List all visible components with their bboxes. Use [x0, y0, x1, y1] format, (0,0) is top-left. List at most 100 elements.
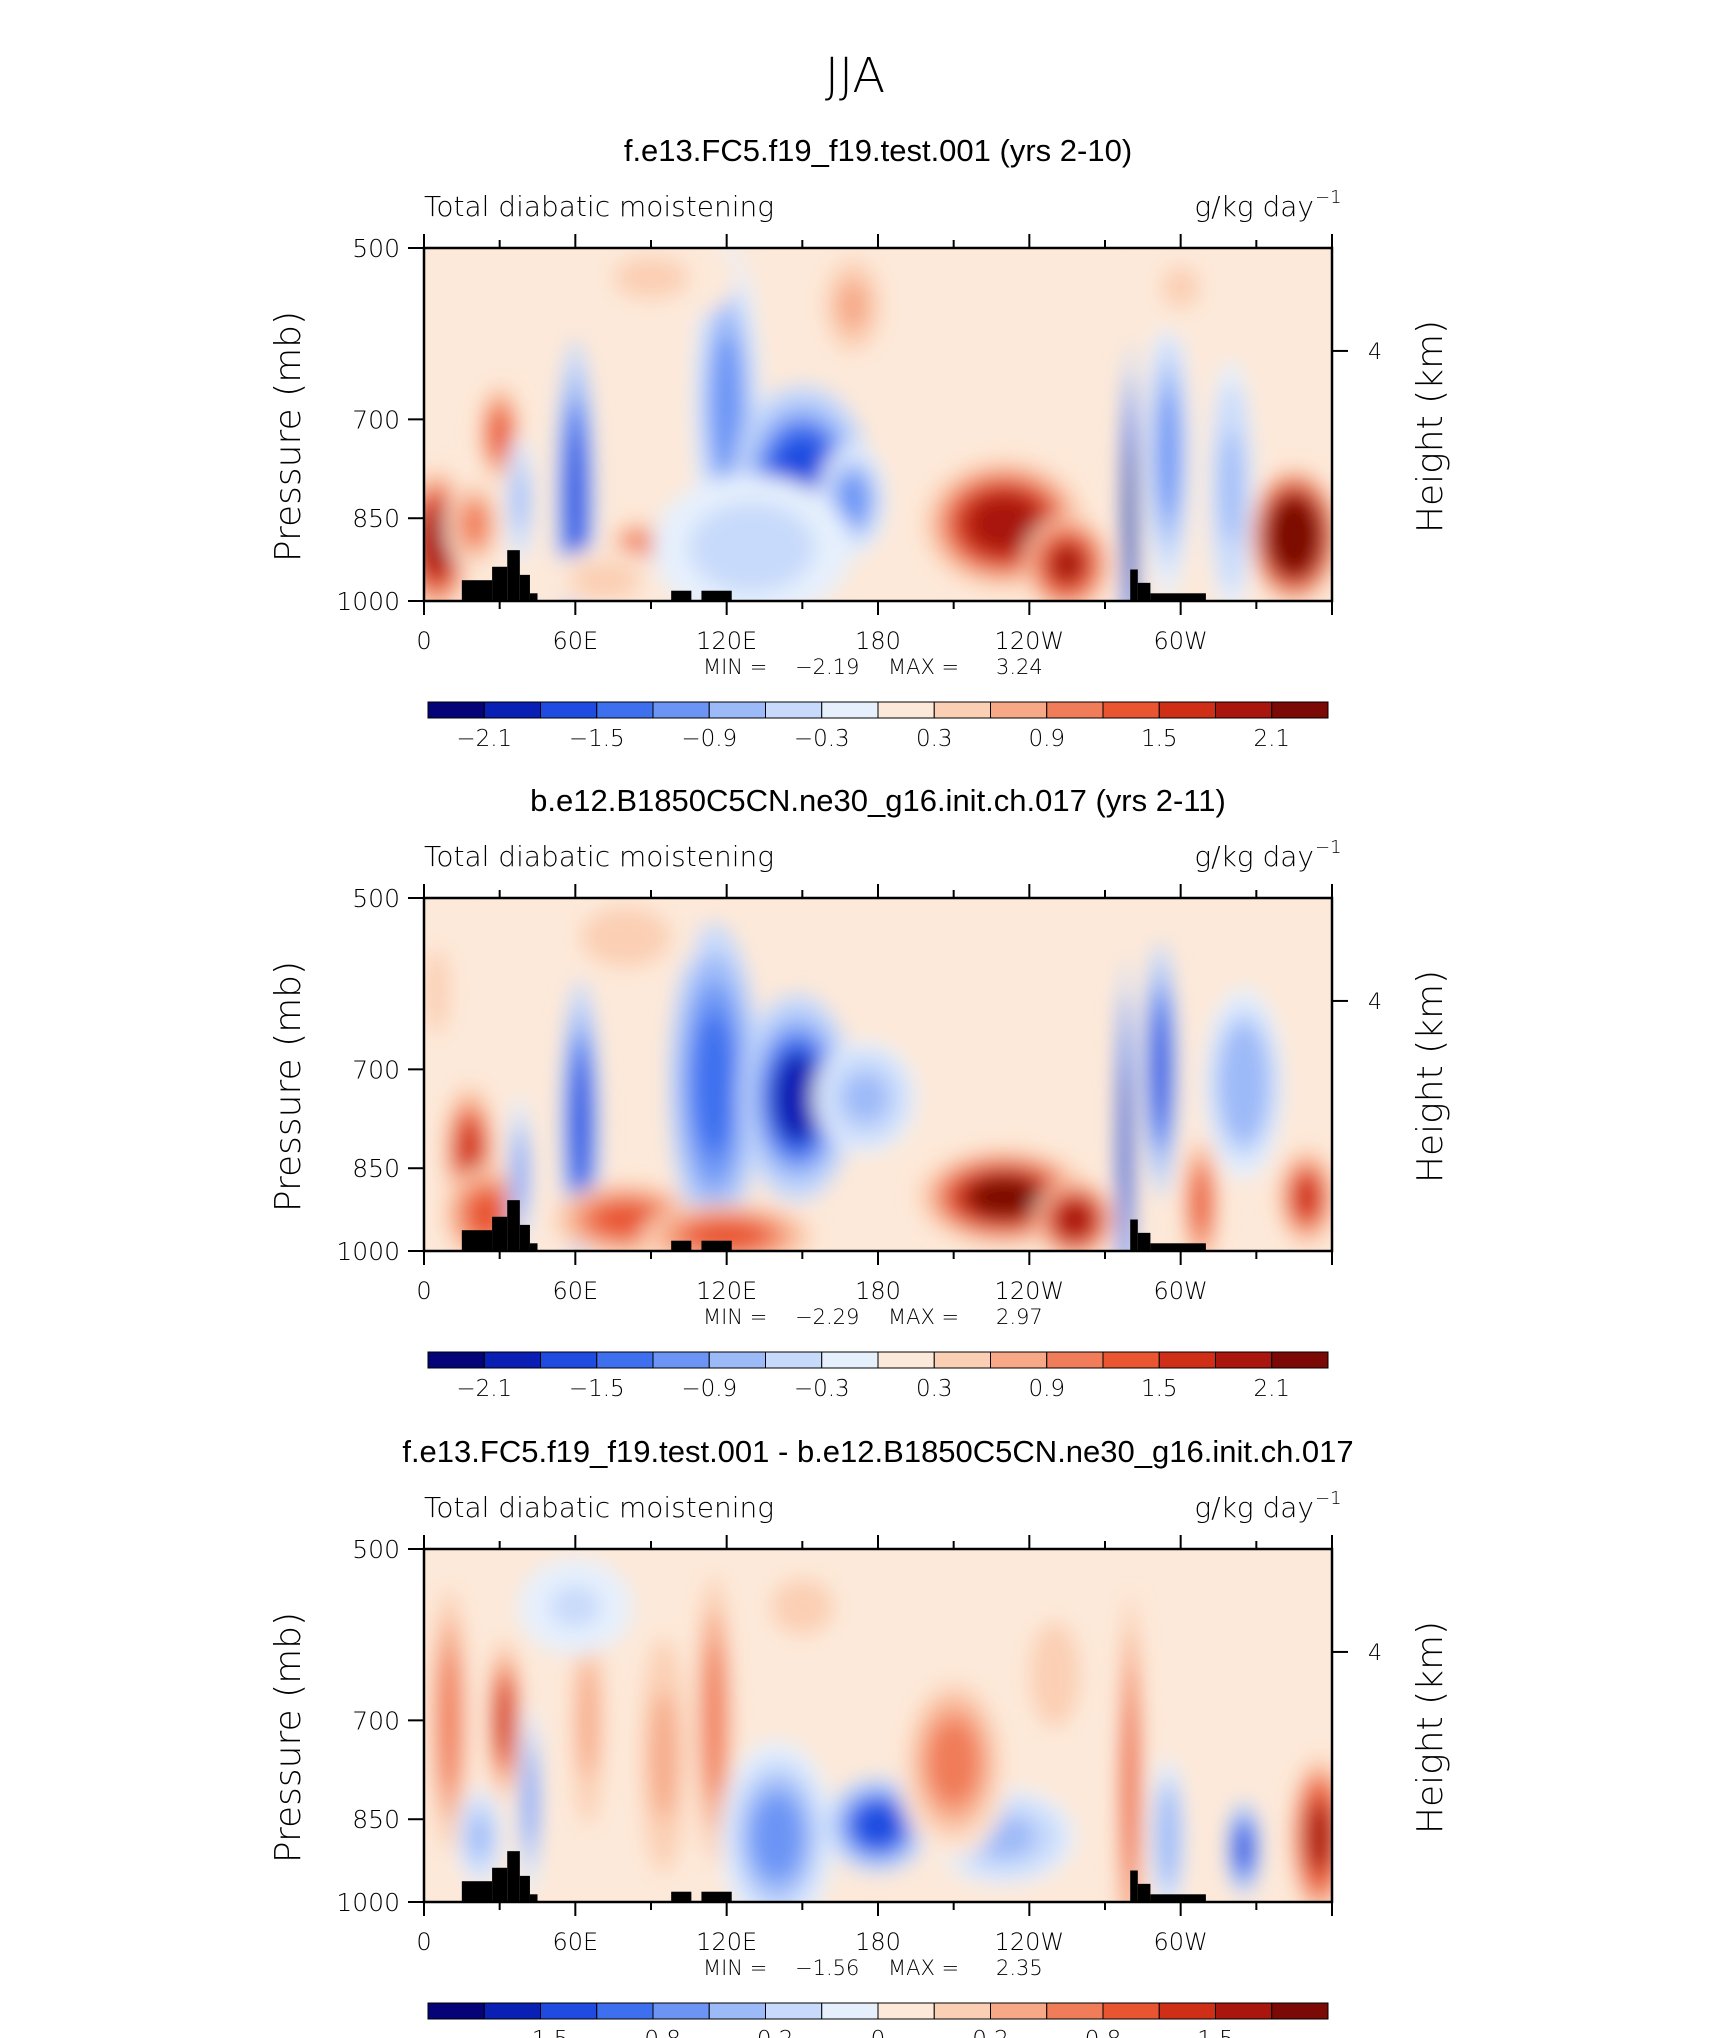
terrain-mask [492, 1216, 508, 1251]
colorbar: −1.5 −0.8 −0.2 0 0.2 0.8 1.5 [427, 2002, 1329, 2038]
field-feature [968, 495, 1040, 553]
colorbar-swatch [1215, 1351, 1273, 1369]
field-feature [966, 1176, 1042, 1219]
y-tick-label: 1000 [336, 587, 400, 616]
terrain-mask [507, 1200, 520, 1251]
colorbar-swatch [1158, 701, 1216, 719]
colorbar-label: −0.3 [794, 726, 850, 752]
terrain-mask [461, 1230, 493, 1251]
field-feature [1121, 1065, 1129, 1235]
colorbar-label: −2.1 [456, 726, 512, 752]
x-tick-label: 120W [995, 627, 1065, 655]
terrain-mask [529, 1243, 538, 1251]
terrain-mask [492, 1867, 508, 1902]
colorbar-label: 1.5 [1141, 726, 1178, 752]
field-feature [1275, 507, 1314, 565]
colorbar-swatch [1271, 1351, 1329, 1369]
colorbar: −2.1 −1.5 −0.9 −0.3 0.3 0.9 1.5 2.1 [427, 1351, 1329, 1402]
colorbar-swatch [1102, 2002, 1160, 2020]
field-feature [566, 429, 585, 571]
x-tick-label: 180 [855, 1277, 901, 1305]
terrain-mask [1150, 593, 1206, 601]
max-value: 2.35 [996, 1956, 1043, 1980]
field-feature [703, 1642, 725, 1799]
chart-panel-2: b.e12.B1850C5CN.ne30_g16.init.ch.017 (yr… [268, 783, 1451, 1402]
colorbar-label: 0.3 [916, 726, 953, 752]
terrain-mask [1150, 1894, 1206, 1902]
colorbar-swatch [933, 1351, 991, 1369]
colorbar: −2.1 −1.5 −0.9 −0.3 0.3 0.9 1.5 2.1 [427, 701, 1329, 752]
colorbar-swatch [1046, 701, 1104, 719]
colorbar-swatch [540, 701, 598, 719]
x-tick-label: 120E [696, 1928, 757, 1956]
y-tick-label: 500 [352, 1535, 400, 1564]
field-feature [490, 412, 509, 455]
colorbar-label: 0.9 [1028, 726, 1065, 752]
min-label: MIN = [703, 655, 767, 679]
max-value: 3.24 [996, 655, 1043, 679]
colorbar-swatch [933, 701, 991, 719]
colorbar-swatch [652, 2002, 710, 2020]
colorbar-swatch [596, 1351, 654, 1369]
field-feature [693, 1013, 735, 1155]
field-feature [524, 1758, 535, 1844]
terrain-mask [507, 1851, 520, 1902]
x-tick-label: 60W [1154, 1928, 1208, 1956]
colorbar-swatch [1102, 1351, 1160, 1369]
field-feature [1306, 1801, 1332, 1873]
left-string: Total diabatic moistening [424, 190, 774, 223]
field-feature [1157, 390, 1179, 519]
colorbar-swatch [540, 1351, 598, 1369]
min-label: MIN = [703, 1305, 767, 1329]
colorbar-swatch [1215, 701, 1273, 719]
colorbar-swatch [708, 1351, 766, 1369]
field-feature [707, 515, 797, 580]
field-feature [1161, 266, 1200, 309]
colorbar-swatch [483, 1351, 541, 1369]
terrain-mask [492, 566, 508, 601]
colorbar-swatch [990, 701, 1048, 719]
max-label: MAX = [888, 1956, 959, 1980]
field-feature [513, 471, 527, 529]
field-feature [1057, 1201, 1093, 1238]
colorbar-swatch [821, 701, 879, 719]
colorbar-swatch [708, 2002, 766, 2020]
colorbar-swatch [596, 2002, 654, 2020]
field-feature [772, 1051, 823, 1144]
right-axis-label: Height (km) [1410, 1621, 1451, 1834]
y-tick-label: 850 [352, 1805, 400, 1834]
field-feature [1126, 440, 1135, 596]
units-label: g/kg day [1194, 1491, 1314, 1524]
colorbar-label: −0.9 [681, 1376, 737, 1402]
field-feature [1048, 542, 1087, 586]
terrain-mask [519, 574, 530, 601]
y-tick-label: 700 [352, 1055, 400, 1084]
y-axis-label: Pressure (mb) [268, 1612, 309, 1863]
field-feature [439, 1649, 460, 1791]
colorbar-swatch [427, 1351, 485, 1369]
field-feature [469, 1815, 490, 1859]
x-tick-label: 120E [696, 1277, 757, 1305]
min-value: −2.19 [795, 655, 859, 679]
colorbar-swatch [427, 701, 485, 719]
colorbar-label: 1.5 [1197, 2027, 1234, 2038]
colorbar-label: −0.3 [794, 1376, 850, 1402]
colorbar-label: −1.5 [513, 2027, 569, 2038]
units-label: g/kg day [1194, 840, 1314, 873]
right-tick-label: 4 [1368, 340, 1382, 365]
y-tick-label: 700 [352, 405, 400, 434]
x-tick-label: 120E [696, 627, 757, 655]
colorbar-swatch [821, 1351, 879, 1369]
x-tick-label: 60E [552, 627, 598, 655]
terrain-mask [519, 1224, 530, 1251]
colorbar-label: 0 [871, 2027, 886, 2038]
field-feature [594, 916, 658, 959]
colorbar-label: −0.2 [738, 2027, 794, 2038]
colorbar-label: 0.8 [1085, 2027, 1122, 2038]
min-label: MIN = [703, 1956, 767, 1980]
terrain-mask [1130, 1870, 1138, 1902]
x-tick-label: 180 [855, 627, 901, 655]
units-exponent: −1 [1315, 187, 1342, 208]
colorbar-swatch [990, 1351, 1048, 1369]
